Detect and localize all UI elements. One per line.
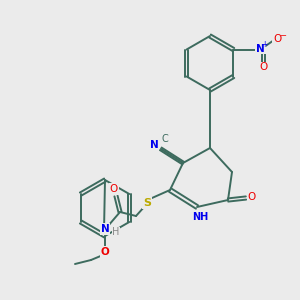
Text: C: C <box>162 134 168 144</box>
Text: O: O <box>100 247 109 257</box>
Text: H: H <box>112 227 120 237</box>
Text: O: O <box>248 192 256 202</box>
Text: O: O <box>273 34 281 44</box>
Text: N: N <box>150 140 158 150</box>
Text: +: + <box>261 40 268 49</box>
Text: −: − <box>279 31 286 40</box>
Text: O: O <box>110 184 118 194</box>
Text: O: O <box>259 62 268 73</box>
Text: N: N <box>100 224 109 234</box>
Text: S: S <box>143 198 151 208</box>
Text: NH: NH <box>192 212 208 222</box>
Text: N: N <box>256 44 265 53</box>
